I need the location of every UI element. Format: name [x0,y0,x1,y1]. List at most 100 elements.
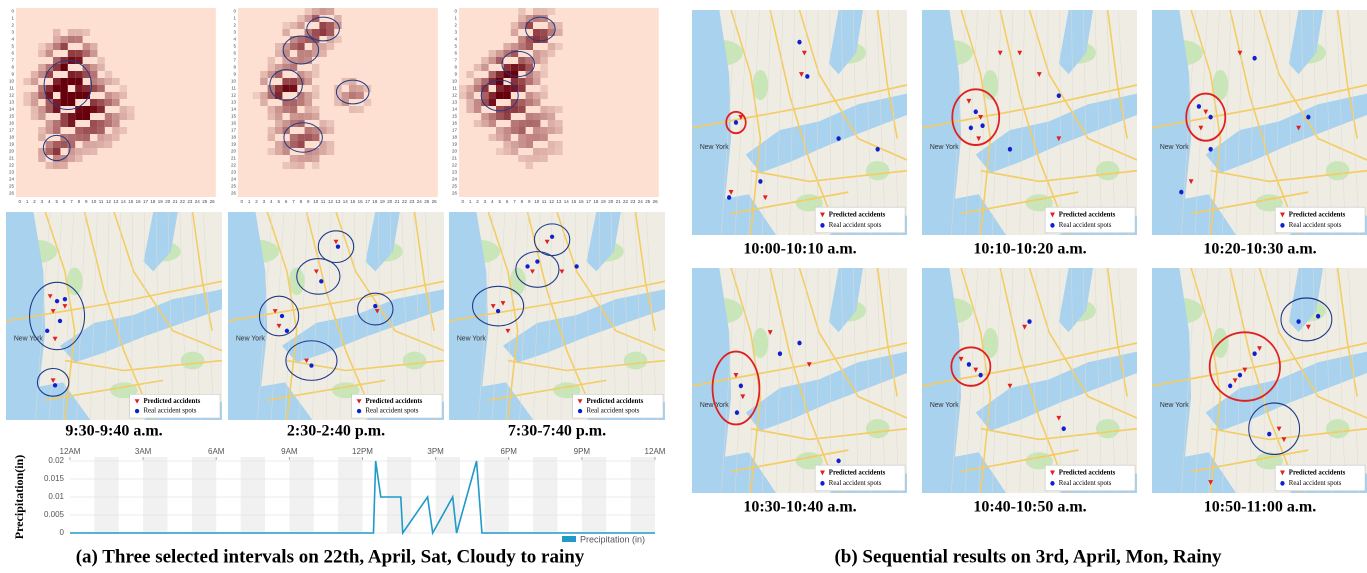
legend-label: Real accident spots [1059,221,1112,229]
legend-marker [357,409,361,413]
heatmap-cell [526,155,533,162]
heatmap-cell [555,106,562,113]
heatmap-cell [540,127,547,134]
heatmap-cell [53,162,60,169]
heatmap-cell [297,43,304,50]
heatmap-cell [526,141,533,148]
heatmap-y-tick: 26 [9,191,15,196]
heatmap-y-tick: 21 [231,156,237,161]
heatmap-cell [282,78,289,85]
heatmap-cell [282,120,289,127]
heatmap-cell [290,134,297,141]
hour-band [338,457,362,533]
heatmap-y-tick: 10 [9,79,15,84]
heatmap-cell [260,92,267,99]
heatmap-cell [112,78,119,85]
heatmap-cell [297,155,304,162]
heatmap-cell [489,57,496,64]
heatmap-cell [112,99,119,106]
heatmap-cell [305,127,312,134]
heatmap-x-tick: 11 [99,199,104,204]
legend-label: Predicted accidents [1059,468,1116,476]
heatmap-x-tick: 6 [285,199,288,204]
map-image [922,268,1137,493]
legend-swatch [562,536,576,542]
legend-marker [1280,481,1284,486]
heatmap-x-tick: 6 [506,199,509,204]
heatmap-cell [489,134,496,141]
heatmap-cell [90,141,97,148]
heatmap-cell [31,71,38,78]
heatmap-x-tick: 4 [270,199,273,204]
heatmap-cell [327,120,334,127]
heatmap-cell [260,99,267,106]
heatmap-cell [60,120,67,127]
heatmap-cell [75,71,82,78]
heatmap-cell [23,99,30,106]
heatmap-cell [548,148,555,155]
heatmap-x-tick: 21 [395,199,401,204]
heatmap-cell [555,148,562,155]
heatmap-y-tick: 16 [452,121,458,126]
heatmap-x-tick: 23 [187,199,193,204]
real-marker [778,351,782,356]
heatmap-y-tick: 11 [9,86,14,91]
heatmap-y-tick: 19 [452,142,458,147]
heatmap-x-tick: 12 [549,199,555,204]
real-marker [336,244,340,248]
heatmap-cell [268,64,275,71]
map-panel: Predicted accidents Real accident spots [922,268,1137,493]
heatmap-cell [518,22,525,29]
real-marker [496,309,500,313]
real-marker [319,279,323,283]
heatmap-cell [97,85,104,92]
map-panel: Predicted accidentsReal accident spots [449,212,665,420]
heatmap-x-tick: 9 [307,199,310,204]
heatmap-y-tick: 0 [11,9,14,14]
heatmap-y-tick: 24 [231,177,237,182]
heatmap-cell [275,43,282,50]
heatmap-cell [31,92,38,99]
heatmap-cell [120,127,127,134]
heatmap-cell [466,99,473,106]
real-marker [1238,373,1242,378]
heatmap-y-tick: 22 [452,163,458,168]
heatmap-y-tick: 9 [11,72,14,77]
heatmap-cell [305,99,312,106]
heatmap-cell [540,155,547,162]
heatmap-cell [526,43,533,50]
heatmap-y-tick: 3 [454,30,457,35]
heatmap-cell [548,113,555,120]
interval-label: 7:30-7:40 p.m. [508,423,606,440]
heatmap-cell [75,85,82,92]
heatmap-cell [526,92,533,99]
heatmap-cell [518,134,525,141]
heatmap-cell [496,78,503,85]
heatmap-y-tick: 5 [233,44,236,49]
heatmap-cell [60,141,67,148]
heatmap-cell [334,85,341,92]
real-marker [1306,115,1310,120]
heatmap-cell [83,127,90,134]
heatmap-cell [540,92,547,99]
legend-label: Real accident spots [829,479,882,487]
heatmap-cell [60,85,67,92]
heatmap-x-tick: 18 [593,199,599,204]
heatmap-x-tick: 24 [417,199,423,204]
heatmap-cell [327,22,334,29]
heatmap-cell [518,15,525,22]
heatmap-x-tick: 16 [579,199,585,204]
real-marker [58,319,62,323]
heatmap-cell [349,78,356,85]
heatmap-y-tick: 22 [9,163,15,168]
heatmap-cell [297,99,304,106]
x-tick-label: 6AM [208,447,225,456]
heatmap-x-tick: 25 [202,199,208,204]
heatmap-x-tick: 0 [240,199,243,204]
heatmap-cell [275,127,282,134]
heatmap-cell [83,50,90,57]
heatmap-x-tick: 8 [521,199,524,204]
legend-label: Real accident spots [1059,479,1112,487]
heatmap-cell [312,106,319,113]
heatmap-cell [518,120,525,127]
